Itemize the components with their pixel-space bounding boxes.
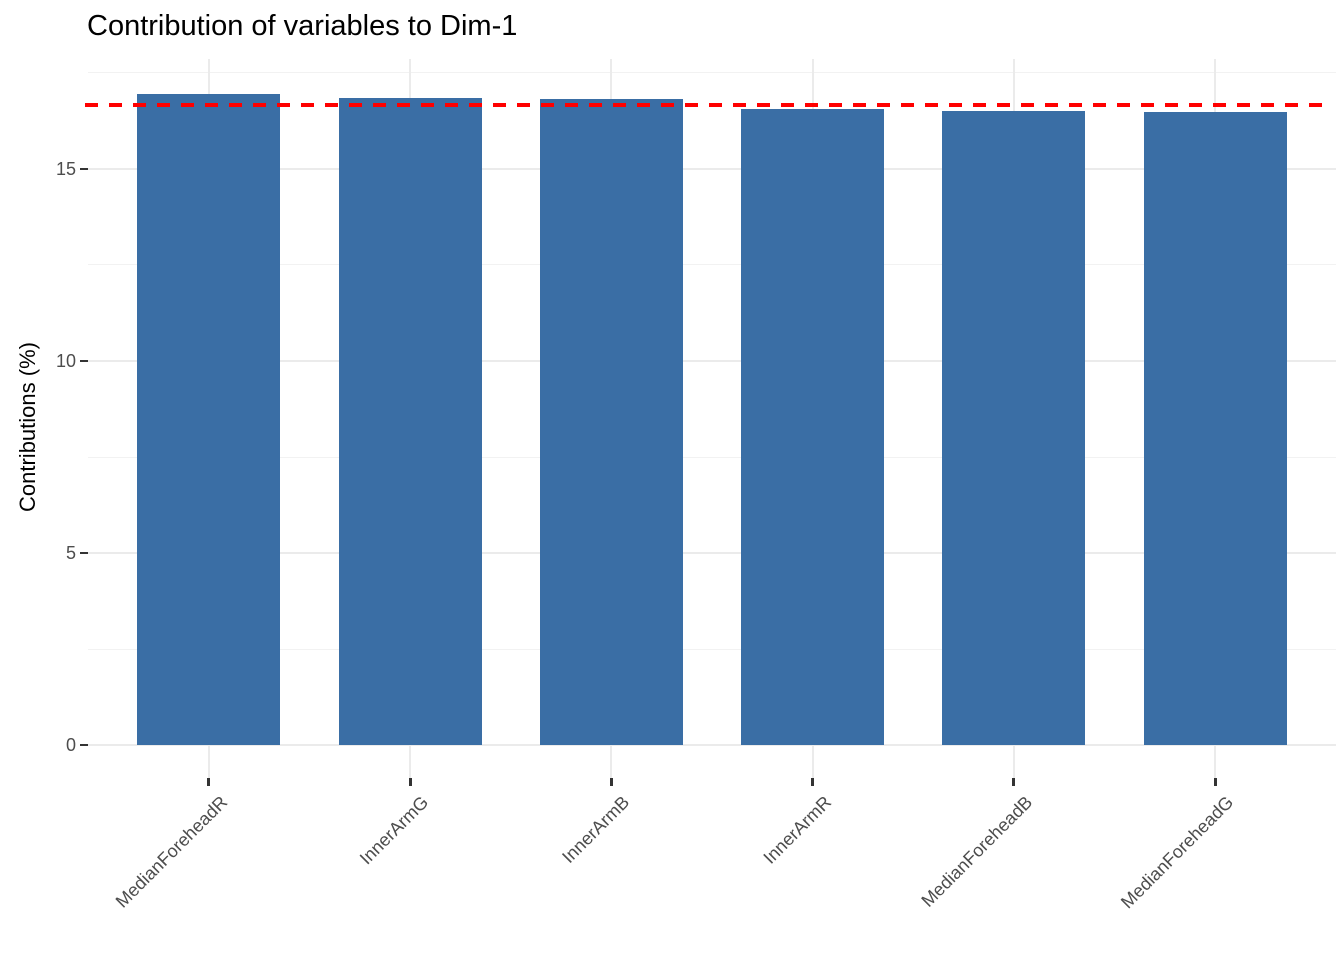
- x-tick-label-MedianForeheadR: MedianForeheadR: [111, 792, 231, 912]
- y-tick-label: 15: [55, 158, 76, 179]
- bar-InnerArmR: [741, 109, 885, 746]
- bar-MedianForeheadG: [1143, 112, 1287, 746]
- x-axis-tick: [207, 778, 211, 786]
- x-tick-label-MedianForeheadG: MedianForeheadG: [1117, 792, 1238, 913]
- gridline-minor-y: [88, 72, 1336, 74]
- x-axis-tick: [811, 778, 815, 786]
- y-tick-label: 0: [65, 735, 76, 756]
- reference-dashed-line: [85, 102, 1330, 107]
- y-axis-tick: [80, 167, 88, 170]
- x-tick-label-InnerArmR: InnerArmR: [759, 792, 835, 868]
- x-axis-tick: [609, 778, 613, 786]
- x-axis-tick: [408, 778, 412, 786]
- bar-MedianForeheadB: [942, 110, 1086, 746]
- y-axis-tick: [80, 552, 88, 555]
- x-tick-label-InnerArmG: InnerArmG: [355, 792, 433, 869]
- x-tick-label-InnerArmB: InnerArmB: [558, 792, 634, 867]
- y-axis-title: Contributions (%): [15, 342, 40, 512]
- x-axis-tick: [1213, 778, 1217, 786]
- gridline-major-y: [88, 360, 1336, 363]
- chart-title: Contribution of variables to Dim-1: [87, 10, 518, 42]
- bar-InnerArmG: [338, 98, 482, 746]
- y-axis-tick: [80, 360, 88, 363]
- y-axis-tick: [80, 744, 88, 747]
- gridline-major-y: [88, 167, 1336, 170]
- x-tick-label-MedianForeheadB: MedianForeheadB: [917, 792, 1037, 911]
- gridline-minor-y: [88, 264, 1336, 266]
- bar-MedianForeheadR: [137, 93, 281, 746]
- gridline-minor-y: [88, 456, 1336, 458]
- y-tick-label: 5: [65, 543, 76, 564]
- gridline-minor-y: [88, 648, 1336, 650]
- y-tick-label: 10: [55, 351, 76, 372]
- bar-InnerArmB: [539, 98, 683, 746]
- gridline-major-y: [88, 552, 1336, 555]
- gridline-major-y: [88, 744, 1336, 747]
- x-axis-tick: [1012, 778, 1016, 786]
